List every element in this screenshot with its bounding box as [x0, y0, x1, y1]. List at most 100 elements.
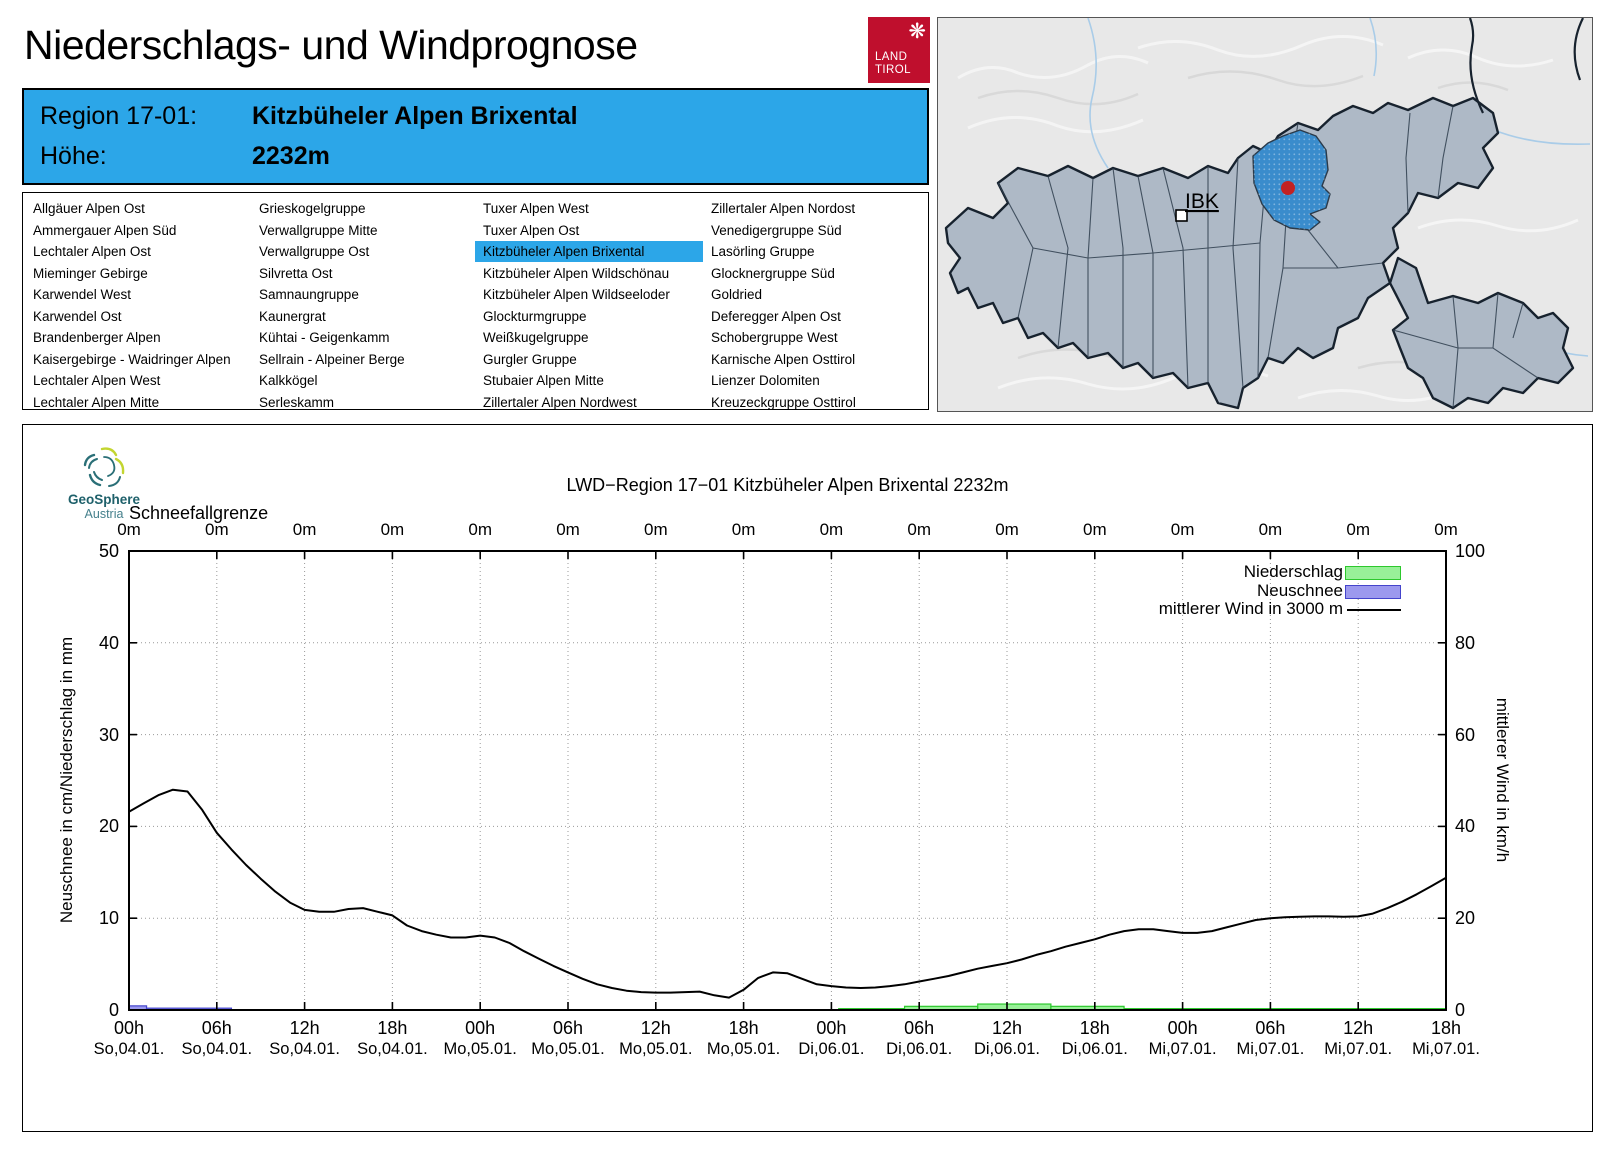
snowline-value: 0m [292, 520, 317, 539]
region-list-item[interactable]: Zillertaler Alpen Nordwest [483, 394, 637, 410]
region-list-item[interactable]: Zillertaler Alpen Nordost [711, 201, 856, 216]
region-list-item[interactable]: Lasörling Gruppe [711, 244, 815, 259]
x-tick-time: 18h [728, 1018, 759, 1038]
geosphere-logo: GeoSphere Austria [49, 445, 159, 521]
y-tick-right: 80 [1455, 632, 1476, 653]
x-tick-time: 06h [904, 1018, 935, 1038]
x-tick-time: 00h [816, 1018, 847, 1038]
region-list-item[interactable]: Lechtaler Alpen West [33, 373, 161, 388]
y-tick-left: 10 [98, 908, 119, 929]
region-list-item[interactable]: Serleskamm [259, 394, 335, 410]
region-list-item[interactable]: Venedigergruppe Süd [711, 222, 842, 238]
tirol-map-svg: IBK [938, 17, 1592, 411]
region-list-item[interactable]: Deferegger Alpen Ost [711, 308, 841, 324]
y-axis-label-right: mittlerer Wind in km/h [1493, 697, 1512, 863]
x-tick-time: 12h [991, 1018, 1023, 1038]
region-list-item[interactable]: Kalkkögel [259, 373, 318, 388]
region-list-item[interactable]: Grieskogelgruppe [259, 201, 366, 216]
region-list-item[interactable]: Glockturmgruppe [483, 308, 587, 324]
chart-title: LWD−Region 17−01 Kitzbüheler Alpen Brixe… [566, 475, 1009, 495]
region-list-item-selected[interactable]: Kitzbüheler Alpen Brixental [475, 241, 703, 262]
region-list-item[interactable]: Sellrain - Alpeiner Berge [259, 351, 405, 367]
region-list-item[interactable]: Karwendel Ost [33, 308, 122, 324]
x-tick-time: 12h [289, 1018, 320, 1038]
x-tick-date: Mo,05.01. [619, 1040, 693, 1058]
region-list-item[interactable]: Glocknergruppe Süd [711, 265, 835, 281]
snowline-value: 0m [995, 520, 1019, 539]
logo-line2: TIROL [875, 64, 911, 76]
axis-ticks [128, 550, 1447, 1011]
x-tick-time: 18h [377, 1018, 408, 1038]
x-tick-date: Mi,07.01. [1412, 1040, 1480, 1058]
region-list-item[interactable]: Schobergruppe West [711, 330, 838, 345]
x-tick-time: 00h [1167, 1018, 1198, 1038]
page-title: Niederschlags- und Windprognose [24, 22, 638, 68]
snowline-value: 0m [907, 520, 931, 539]
region-list-item[interactable]: Tuxer Alpen Ost [483, 222, 580, 238]
region-list-item[interactable]: Verwallgruppe Ost [259, 244, 370, 259]
region-list: Allgäuer Alpen Ost Ammergauer Alpen Süd Le… [22, 192, 929, 410]
region-list-item[interactable]: Allgäuer Alpen Ost [33, 201, 145, 216]
eagle-icon: ❋ [908, 20, 926, 43]
region-list-item[interactable]: Kaisergebirge - Waidringer Alpen [33, 351, 231, 367]
y-tick-left: 50 [98, 541, 119, 561]
region-list-item[interactable]: Verwallgruppe Mitte [259, 222, 378, 238]
legend-box-sample [1345, 566, 1401, 580]
y-tick-left: 30 [98, 724, 119, 745]
x-tick-date: Mo,05.01. [443, 1040, 517, 1058]
y-tick-right: 60 [1455, 724, 1476, 745]
region-list-item[interactable]: Goldried [711, 287, 763, 302]
x-tick-time: 06h [552, 1018, 584, 1038]
snowline-value: 0m [380, 520, 405, 539]
map-location-dot [1281, 181, 1295, 195]
region-list-item[interactable]: Kitzbüheler Alpen Wildseeloder [483, 287, 670, 302]
region-list-item[interactable]: Gurgler Gruppe [483, 351, 577, 367]
map-region-selected-pattern [1253, 130, 1330, 230]
x-tick-date: So,04.01. [93, 1040, 165, 1058]
snowline-value: 0m [731, 520, 756, 539]
region-list-item[interactable]: Tuxer Alpen West [483, 201, 589, 216]
x-tick-date: Mi,07.01. [1148, 1040, 1217, 1058]
region-list-item[interactable]: Weißkugelgruppe [483, 330, 589, 345]
y-axis-label-left: Neuschnee in cm/Niederschlag in mm [57, 636, 76, 924]
x-tick-time: 06h [1255, 1018, 1286, 1038]
ibk-marker-label: IBK [1185, 190, 1219, 213]
y-tick-right: 40 [1455, 816, 1476, 837]
y-tick-right: 100 [1455, 541, 1486, 561]
snowline-value: 0m [204, 520, 229, 539]
x-tick-date: Di,06.01. [886, 1040, 953, 1058]
geosphere-swirl-icon [83, 447, 125, 487]
snowline-value: 0m [1346, 520, 1370, 539]
region-list-item[interactable]: Ammergauer Alpen Süd [33, 222, 177, 238]
region-list-item[interactable]: Kaunergrat [259, 308, 326, 324]
region-list-item[interactable]: Karwendel West [33, 287, 132, 302]
x-tick-date: So,04.01. [181, 1040, 253, 1058]
region-list-item[interactable]: Kitzbüheler Alpen Wildschönau [483, 265, 670, 281]
legend-label: mittlerer Wind in 3000 m [1158, 599, 1343, 618]
region-list-item[interactable]: Mieminger Gebirge [33, 265, 148, 281]
region-list-item[interactable]: Stubaier Alpen Mitte [483, 373, 604, 388]
region-list-item[interactable]: Kühtai - Geigenkamm [259, 330, 390, 345]
region-list-item[interactable]: Silvretta Ost [259, 265, 333, 281]
x-tick-date: Mi,07.01. [1236, 1040, 1305, 1058]
altitude-label: Höhe: [40, 142, 107, 170]
snowline-value: 0m [1082, 520, 1107, 539]
series-wind-line [128, 788, 1447, 999]
geosphere-sub: Austria [84, 507, 124, 521]
region-list-item[interactable]: Lechtaler Alpen Mitte [33, 394, 160, 410]
region-list-item[interactable]: Samnaungruppe [259, 287, 359, 302]
region-list-item[interactable]: Brandenberger Alpen [33, 330, 161, 345]
region-list-item[interactable]: Lechtaler Alpen Ost [33, 244, 151, 259]
tirol-map[interactable]: IBK [937, 17, 1593, 412]
map-region-north-tyrol[interactable] [944, 96, 1500, 410]
x-tick-time: 00h [465, 1018, 496, 1038]
snowline-value: 0m [819, 520, 844, 539]
region-list-item[interactable]: Kreuzeckgruppe Osttirol [711, 394, 856, 410]
x-tick-date: Mo,05.01. [531, 1040, 605, 1058]
region-list-item[interactable]: Karnische Alpen Osttirol [711, 351, 856, 367]
subregion-borders [997, 105, 1539, 409]
snowline-value: 0m [468, 520, 492, 539]
x-tick-time: 12h [640, 1018, 671, 1038]
region-list-item[interactable]: Lienzer Dolomiten [711, 373, 820, 388]
